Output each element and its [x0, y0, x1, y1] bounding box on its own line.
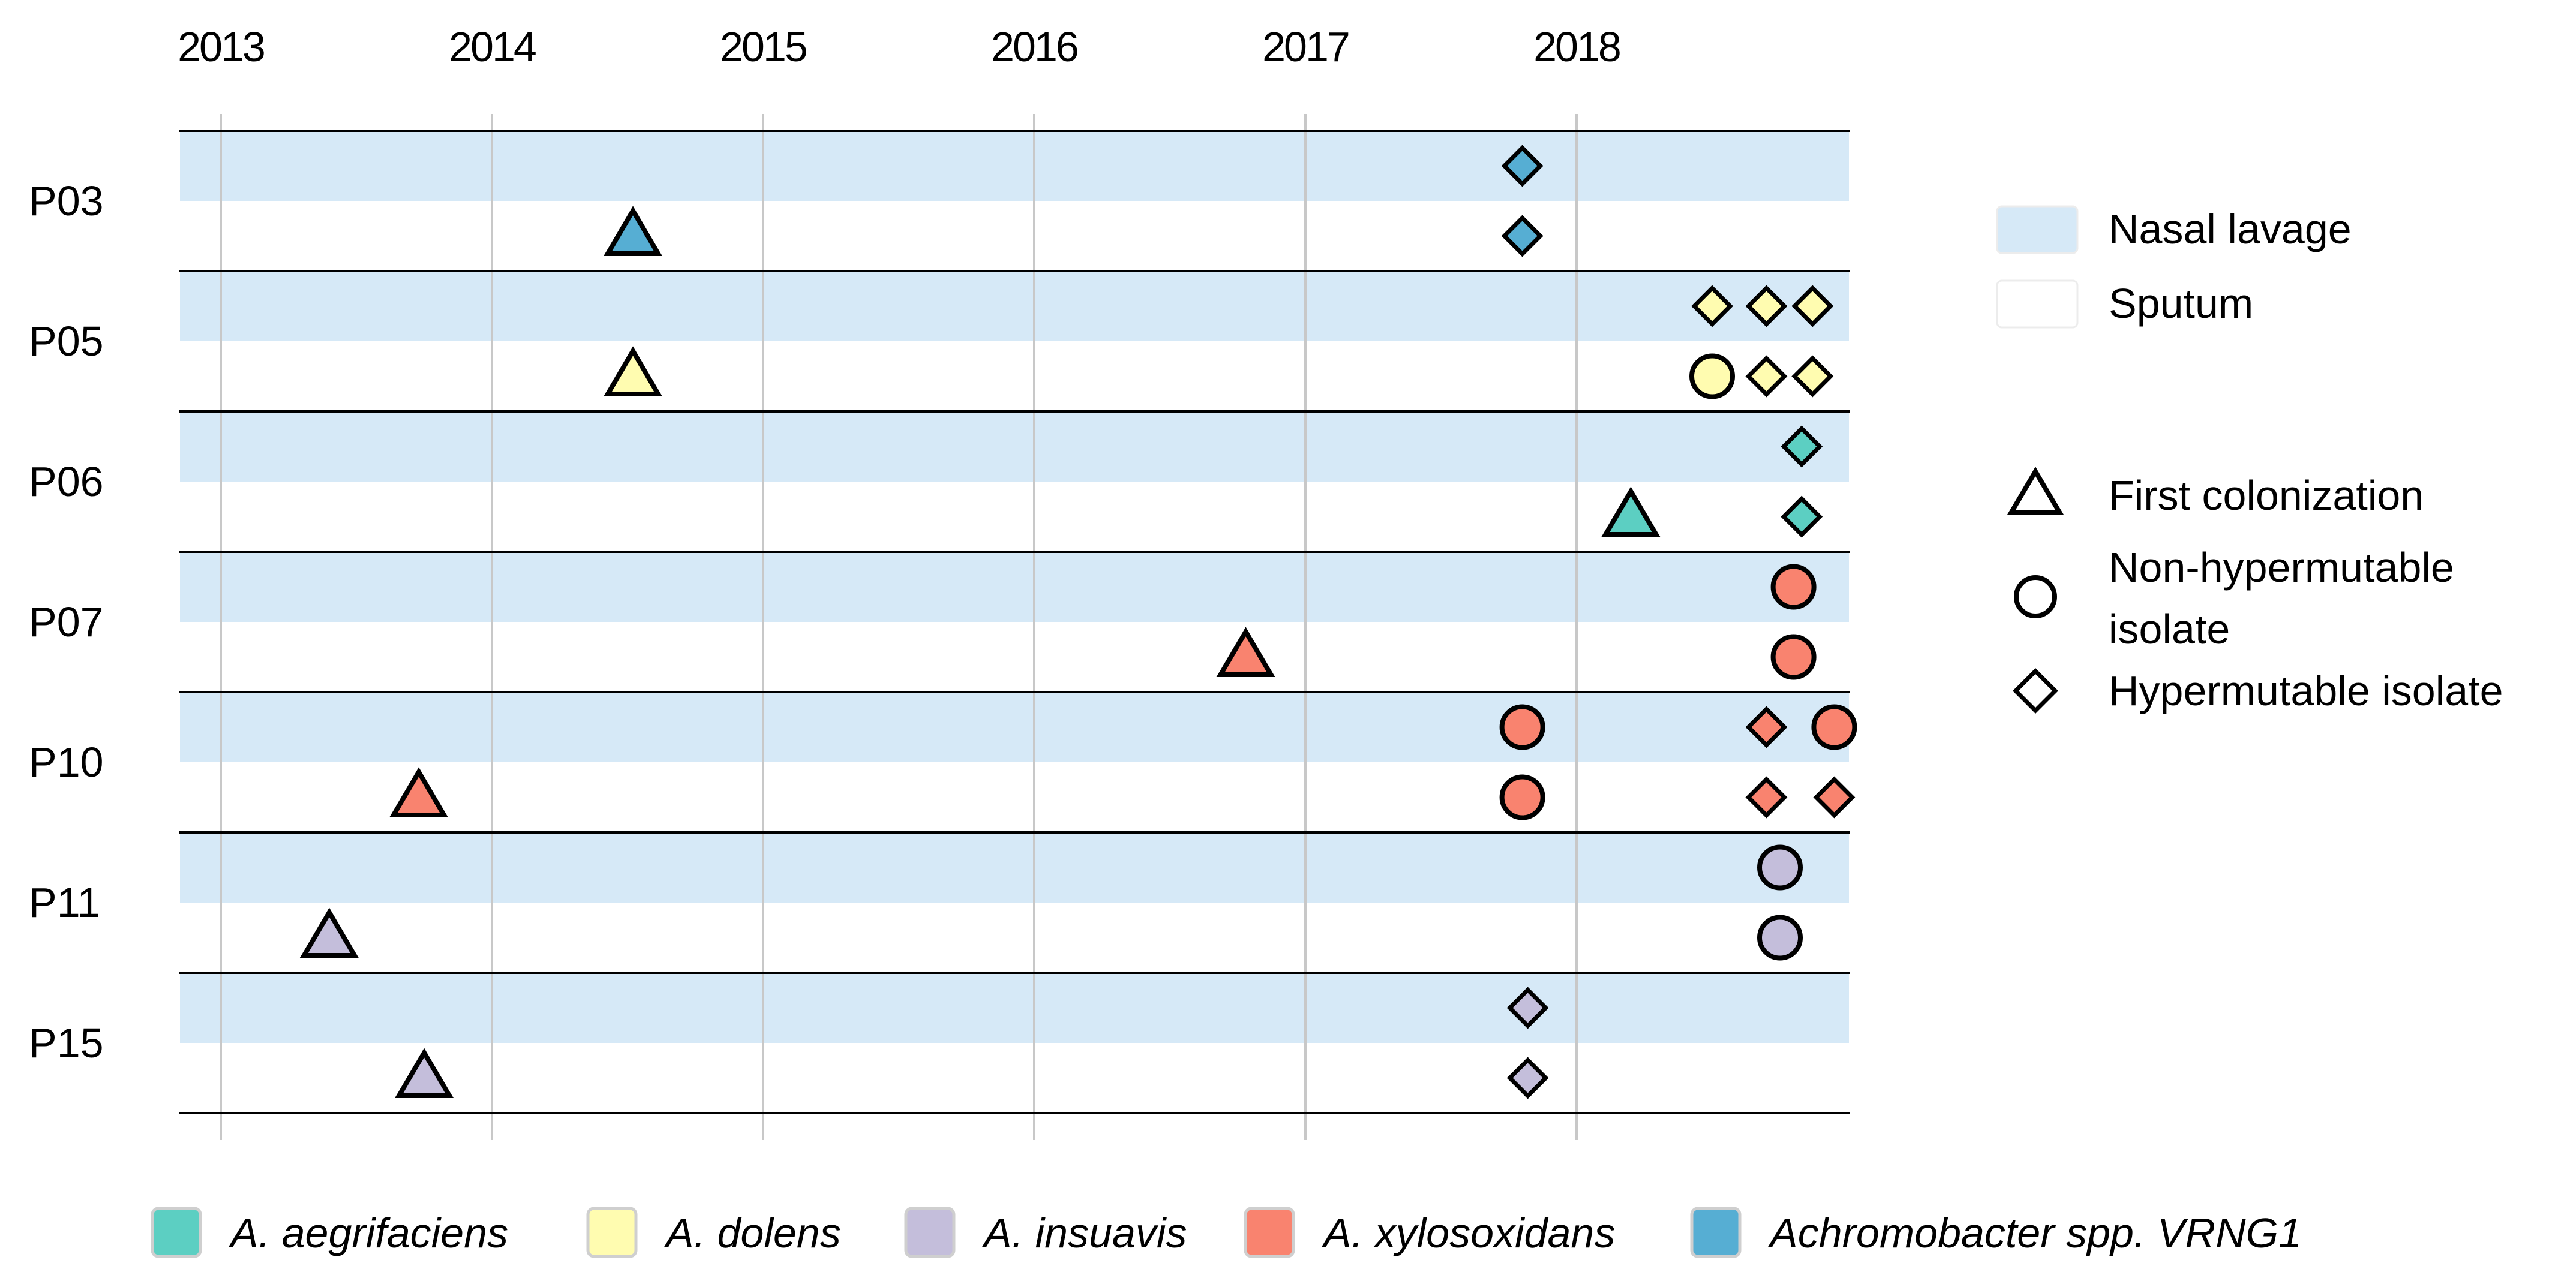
point-p11-sputum-24	[299, 907, 359, 958]
band-p10-nasal	[180, 692, 1849, 762]
patient-labels: P03 P05 P06 P07 P10 P11 P15	[29, 178, 104, 1066]
point-p05-nasal-4	[1745, 285, 1788, 327]
band-p07-nasal	[180, 552, 1849, 622]
point-p05-sputum-7	[1689, 353, 1735, 399]
legend-marker-hyper	[2013, 668, 2058, 714]
patient-label-p10: P10	[29, 739, 104, 786]
point-p07-sputum-14	[1216, 627, 1275, 678]
species-swatch-xyl	[1244, 1207, 1295, 1258]
patient-label-p11: P11	[29, 879, 100, 926]
band-p11-nasal	[180, 832, 1849, 903]
marker-type-legend: First colonization Non-hypermutable isolat…	[2007, 467, 2503, 714]
legend-marker-nonhyper	[2014, 575, 2057, 618]
point-p15-sputum-27	[395, 1048, 454, 1099]
point-p10-sputum-21	[1745, 776, 1788, 819]
band-p15-sputum	[180, 1043, 1849, 1113]
point-p03-nasal-0	[1501, 145, 1544, 187]
band-p15-nasal	[180, 973, 1849, 1043]
patient-separators	[179, 130, 1850, 1114]
point-p05-nasal-5	[1791, 285, 1834, 327]
point-p10-nasal-18	[1811, 704, 1857, 750]
band-p05-sputum	[180, 341, 1849, 411]
band-p07-sputum	[180, 622, 1849, 692]
point-p06-sputum-11	[1601, 486, 1661, 537]
band-p06-nasal	[180, 411, 1849, 482]
legend-label-nasal: Nasal lavage	[2109, 206, 2352, 252]
species-swatch-ins	[904, 1207, 956, 1258]
point-p03-sputum-1	[604, 206, 663, 257]
tick-label-2016: 2016	[991, 23, 1077, 70]
species-swatch-aeg	[151, 1207, 202, 1258]
sample-type-legend: Nasal lavage Sputum	[1996, 205, 2352, 329]
tick-label-2013: 2013	[178, 23, 264, 70]
legend-swatch-nasal	[1996, 205, 2079, 254]
point-p15-nasal-26	[1506, 987, 1549, 1029]
patient-label-p06: P06	[29, 458, 104, 505]
point-p05-sputum-9	[1791, 355, 1834, 398]
patient-label-p15: P15	[29, 1020, 104, 1066]
point-p05-nasal-3	[1691, 285, 1733, 327]
species-label-aeg: A. aegrifaciens	[228, 1210, 508, 1256]
species-label-ins: A. insuavis	[981, 1210, 1187, 1256]
species-swatch-dol	[586, 1207, 638, 1258]
band-p11-sputum	[180, 903, 1849, 973]
sample-bands	[180, 131, 1849, 1113]
species-label-dol: A. dolens	[663, 1210, 841, 1256]
point-p10-sputum-20	[1499, 774, 1545, 820]
isolate-markers	[299, 145, 1857, 1099]
point-p10-sputum-19	[389, 767, 448, 818]
band-p06-sputum	[180, 482, 1849, 552]
species-label-xyl: A. xylosoxidans	[1321, 1210, 1615, 1256]
patient-label-p05: P05	[29, 318, 104, 365]
species-legend: A. aegrifaciens A. dolens A. insuavis A. xy…	[151, 1207, 2302, 1258]
patient-label-p07: P07	[29, 599, 104, 645]
legend-swatch-sputum	[1996, 279, 2079, 329]
point-p06-nasal-10	[1781, 425, 1823, 468]
point-p07-sputum-15	[1770, 634, 1817, 680]
point-p05-sputum-8	[1745, 355, 1788, 398]
point-p07-nasal-13	[1770, 564, 1817, 610]
point-p06-sputum-12	[1781, 495, 1823, 538]
tick-label-2017: 2017	[1262, 23, 1349, 70]
patient-label-p03: P03	[29, 178, 104, 224]
legend-label-first: First colonization	[2109, 472, 2424, 519]
point-p10-nasal-17	[1745, 706, 1788, 748]
band-p03-nasal	[180, 131, 1849, 201]
band-p03-sputum	[180, 201, 1849, 271]
legend-label-nonhyper: Non-hypermutable isolate	[2109, 544, 2454, 652]
legend-marker-first	[2007, 467, 2064, 515]
x-axis-ticks: 2013 2014 2015 2016 2017 2018	[178, 23, 1622, 70]
species-swatch-vrn	[1690, 1207, 1742, 1258]
tick-label-2014: 2014	[449, 23, 536, 70]
point-p05-sputum-6	[604, 346, 663, 397]
point-p11-sputum-25	[1757, 915, 1803, 961]
point-p11-nasal-23	[1757, 844, 1803, 891]
species-label-vrn: Achromobacter spp. VRNG1	[1767, 1210, 2302, 1256]
point-p03-sputum-2	[1501, 215, 1544, 257]
band-p10-sputum	[180, 762, 1849, 832]
tick-label-2018: 2018	[1533, 23, 1620, 70]
point-p10-nasal-16	[1499, 704, 1545, 750]
band-p05-nasal	[180, 271, 1849, 341]
year-gridlines	[220, 114, 1578, 1140]
tick-label-2015: 2015	[720, 23, 806, 70]
legend-label-sputum: Sputum	[2109, 280, 2253, 327]
point-p10-sputum-22	[1813, 776, 1856, 819]
point-p15-sputum-28	[1506, 1057, 1549, 1099]
legend-label-hyper: Hypermutable isolate	[2109, 667, 2503, 714]
